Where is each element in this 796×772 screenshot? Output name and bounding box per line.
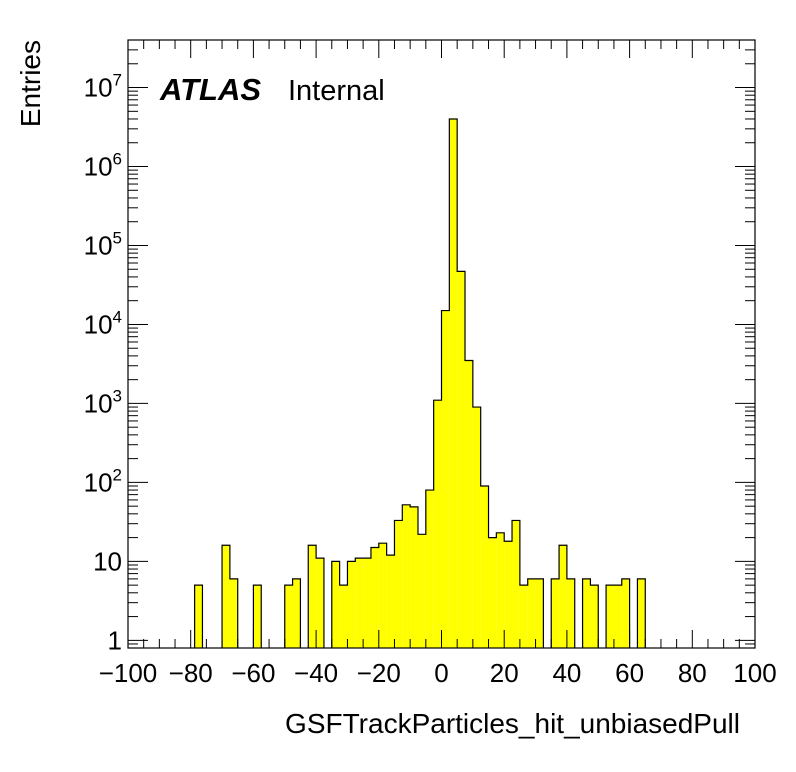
histogram-bar <box>339 585 348 648</box>
histogram-bar <box>292 578 301 648</box>
x-tick-label: 20 <box>490 658 519 688</box>
y-tick-exponent: 4 <box>113 307 122 326</box>
x-tick-label: 40 <box>552 658 581 688</box>
y-axis-label: Entries <box>15 40 46 127</box>
histogram-bar <box>402 504 411 648</box>
y-tick-exponent: 6 <box>113 150 122 169</box>
y-tick-exponent: 2 <box>113 465 122 484</box>
x-tick-label: −40 <box>294 658 338 688</box>
x-tick-label: −100 <box>99 658 158 688</box>
atlas-label: ATLAS <box>159 72 261 107</box>
y-tick-label: 1 <box>108 625 122 655</box>
x-tick-label: 60 <box>615 658 644 688</box>
histogram-bar <box>613 585 622 648</box>
histogram-bar <box>566 578 575 648</box>
histogram-bar <box>433 400 442 648</box>
x-tick-label: 100 <box>733 658 776 688</box>
x-tick-label: −80 <box>169 658 213 688</box>
histogram-outline <box>194 118 646 648</box>
histogram-bar <box>637 578 646 648</box>
x-tick-label: −20 <box>357 658 401 688</box>
histogram-bar <box>504 541 513 648</box>
histogram-bar <box>496 532 505 648</box>
histogram-bar <box>417 534 426 648</box>
histogram-bar <box>370 547 379 648</box>
histogram-bar <box>512 520 520 648</box>
histogram-bar <box>527 578 536 648</box>
histogram-bar <box>472 407 481 648</box>
histogram-bar <box>590 585 599 648</box>
histogram-bar <box>551 578 560 648</box>
x-tick-labels: −100 −80 −60 −40 −20 0 20 40 60 80 100 <box>99 658 777 688</box>
histogram-bar <box>194 585 203 648</box>
histogram-bar <box>480 486 489 648</box>
x-tick-label: 80 <box>678 658 707 688</box>
internal-label: Internal <box>288 75 385 107</box>
histogram-bar <box>449 118 458 648</box>
histogram-bar <box>535 578 544 648</box>
x-tick-label: 0 <box>434 658 448 688</box>
histogram-bar <box>378 543 387 648</box>
histogram-bar <box>363 558 371 648</box>
histogram-bar <box>355 558 364 648</box>
y-tick-exponent: 7 <box>113 71 122 90</box>
histogram-bar <box>519 585 528 648</box>
histogram-bar <box>316 558 324 648</box>
histogram-bar <box>488 537 497 648</box>
histogram-bar <box>347 561 356 648</box>
x-tick-label: −60 <box>231 658 275 688</box>
histogram-bar <box>559 545 567 648</box>
y-tick-exponent: 3 <box>113 386 122 405</box>
y-tick-label: 10 <box>93 546 122 576</box>
histogram-bar <box>621 578 630 648</box>
histogram-bar <box>582 578 591 648</box>
histogram-bar <box>425 490 434 648</box>
histogram-bar <box>253 585 262 648</box>
histogram-bar <box>331 561 340 648</box>
histogram-bar <box>284 585 293 648</box>
histogram-bar <box>222 545 230 648</box>
histogram-bars <box>194 118 646 648</box>
histogram-bar <box>308 545 317 648</box>
histogram-bar <box>465 360 473 648</box>
histogram-bar <box>441 310 450 648</box>
histogram-bar <box>229 578 238 648</box>
histogram-bar <box>606 585 614 648</box>
axis-ticks <box>127 39 756 649</box>
histogram-bar <box>410 506 418 648</box>
y-tick-exponent: 5 <box>113 228 122 247</box>
histogram-bar <box>394 520 403 648</box>
histogram-bar <box>386 555 395 648</box>
x-axis-label: GSFTrackParticles_hit_unbiasedPull <box>285 708 740 739</box>
y-tick-label: 102 <box>84 465 122 497</box>
histogram-bar <box>457 271 466 648</box>
